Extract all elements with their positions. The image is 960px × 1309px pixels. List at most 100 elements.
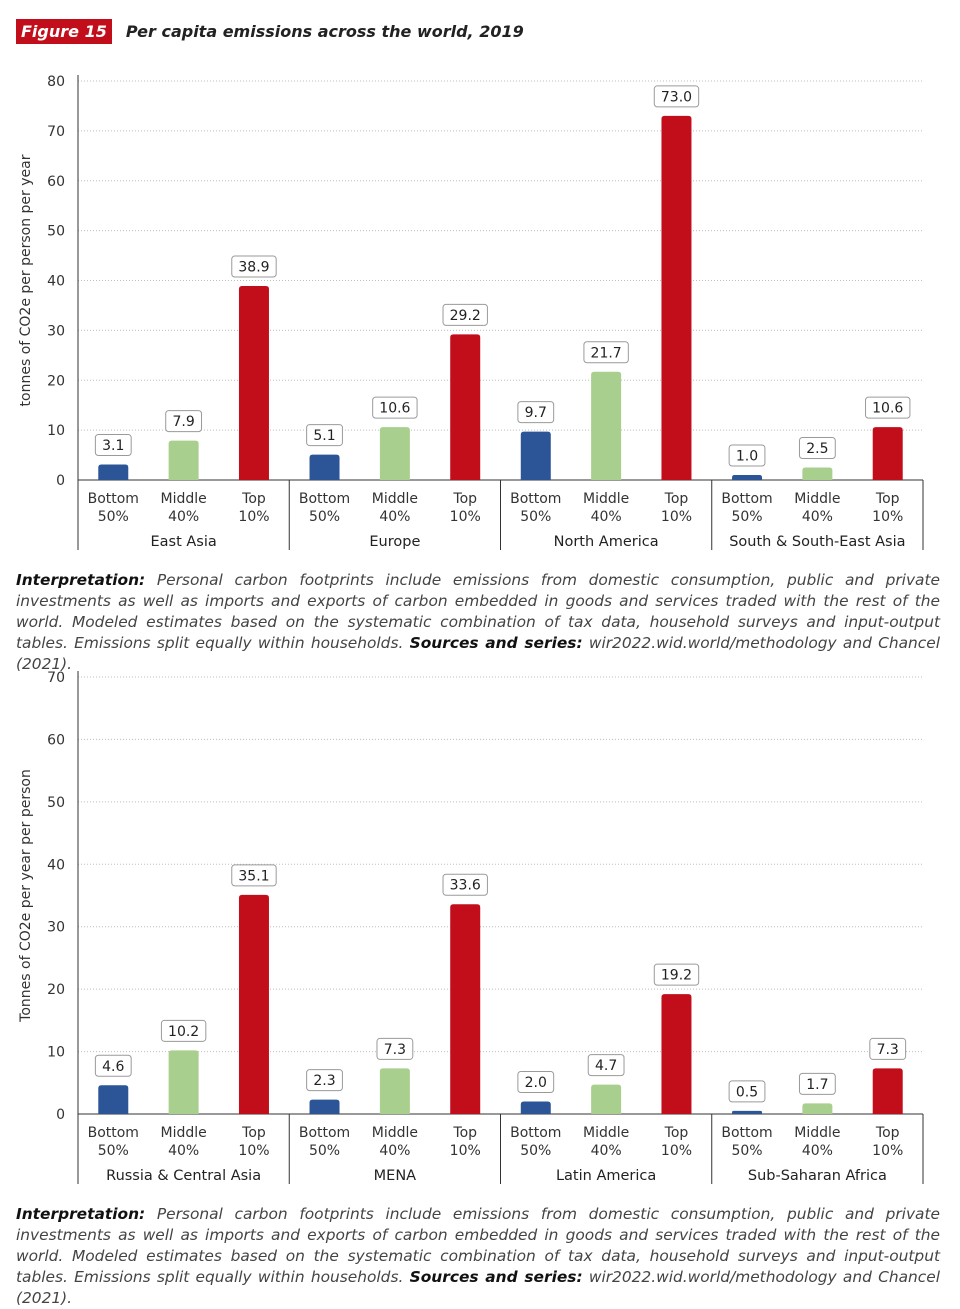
bar [168,1050,199,1114]
value-label: 4.6 [102,1059,124,1075]
bar [520,431,551,480]
sources-text: wir2022.wid.world/methodology and Chance… [16,634,940,673]
value-label-box [587,1054,625,1077]
value-label-box [728,444,766,467]
value-label-box [583,341,629,364]
interpretation-label: Interpretation: [16,571,146,589]
value-label-box [653,963,700,986]
bar [661,115,692,480]
bar [802,467,833,480]
category-label: 50% [98,509,129,525]
y-tick-label: 0 [56,1107,65,1123]
category-label: Top [875,1125,900,1141]
category-label: 50% [98,1143,129,1159]
group-label: MENA [374,1168,417,1184]
y-tick-label: 0 [56,473,65,489]
value-label: 2.0 [525,1075,547,1091]
category-label: Bottom [88,1125,139,1141]
category-label: 40% [591,1143,622,1159]
value-label: 7.9 [172,414,194,430]
category-label: 40% [168,509,199,525]
bar [872,427,903,480]
y-tick-label: 10 [47,423,65,439]
value-label-box [160,1019,207,1042]
value-label-box [94,434,132,457]
category-label: Bottom [510,1125,561,1141]
group-label: Latin America [556,1168,656,1184]
group-label: Russia & Central Asia [106,1168,261,1184]
interpretation-label: Interpretation: [16,1205,146,1223]
figure-header: Figure 15 Per capita emissions across th… [16,18,524,44]
group-label: Sub-Saharan Africa [748,1168,887,1184]
y-tick-label: 20 [47,982,65,998]
chart-top: 0 10 20 30 40 50 60 70 80 tonnes of CO2e per pers… [18,74,924,550]
y-tick-label: 60 [47,732,65,748]
bar [802,1103,833,1114]
category-label: 10% [661,1143,692,1159]
category-label: Bottom [721,1125,772,1141]
category-label: Top [241,1125,266,1141]
category-label: Middle [372,491,418,507]
interpretation-text: Personal carbon footprints include emiss… [16,1205,940,1286]
value-label: 38.9 [238,259,269,275]
value-label: 10.6 [872,401,903,417]
category-label: 50% [520,1143,551,1159]
category-label: Bottom [299,491,350,507]
bar [872,1068,903,1114]
sources-text: wir2022.wid.world/methodology and Chance… [16,1268,940,1307]
value-label: 4.7 [595,1058,617,1074]
category-label: 40% [168,1143,199,1159]
category-label: 50% [731,509,762,525]
bar [238,285,269,480]
category-label: 50% [520,509,551,525]
value-label: 10.6 [379,401,410,417]
bar [238,894,269,1114]
category-label: 10% [661,509,692,525]
value-label-box [865,396,911,419]
value-label: 21.7 [591,345,622,361]
category-label: Top [452,1125,477,1141]
category-label: Bottom [88,491,139,507]
category-label: Top [875,491,900,507]
category-label: Bottom [510,491,561,507]
category-label: 50% [731,1143,762,1159]
y-tick-label: 30 [47,920,65,936]
bar [591,371,622,480]
category-label: Middle [583,1125,629,1141]
sources-label: Sources and series: [409,1268,583,1286]
category-label: 40% [802,1143,833,1159]
value-label: 0.5 [736,1084,758,1100]
y-tick-label: 50 [47,224,65,240]
group-label: East Asia [150,534,216,550]
category-label: Top [241,491,266,507]
category-label: 10% [238,509,269,525]
bar [98,1085,129,1114]
category-label: Middle [372,1125,418,1141]
value-label: 29.2 [450,308,481,324]
category-label: 40% [591,509,622,525]
bar [591,1084,622,1114]
y-axis-label: Tonnes of CO2e per year per person [18,769,34,1023]
category-label: 40% [379,509,410,525]
bar [309,454,340,480]
y-tick-label: 70 [47,124,65,140]
value-label: 73.0 [661,89,692,105]
category-label: Middle [583,491,629,507]
value-label: 2.5 [806,441,828,457]
y-tick-label: 30 [47,323,65,339]
value-label-box [165,410,203,433]
bar [309,1099,340,1114]
value-label-box [94,1054,132,1077]
value-label-box [517,401,555,424]
group-label: North America [554,534,659,550]
value-label-box [306,1069,343,1092]
category-label: 10% [450,509,481,525]
y-tick-label: 70 [47,670,65,686]
y-tick-label: 40 [47,857,65,873]
interpretation-note-2: Interpretation: Personal carbon footprin… [16,1204,940,1309]
value-label-box [442,303,488,326]
value-label-box [798,1072,836,1095]
category-label: 40% [379,1143,410,1159]
category-label: 50% [309,509,340,525]
bar [732,1110,763,1114]
